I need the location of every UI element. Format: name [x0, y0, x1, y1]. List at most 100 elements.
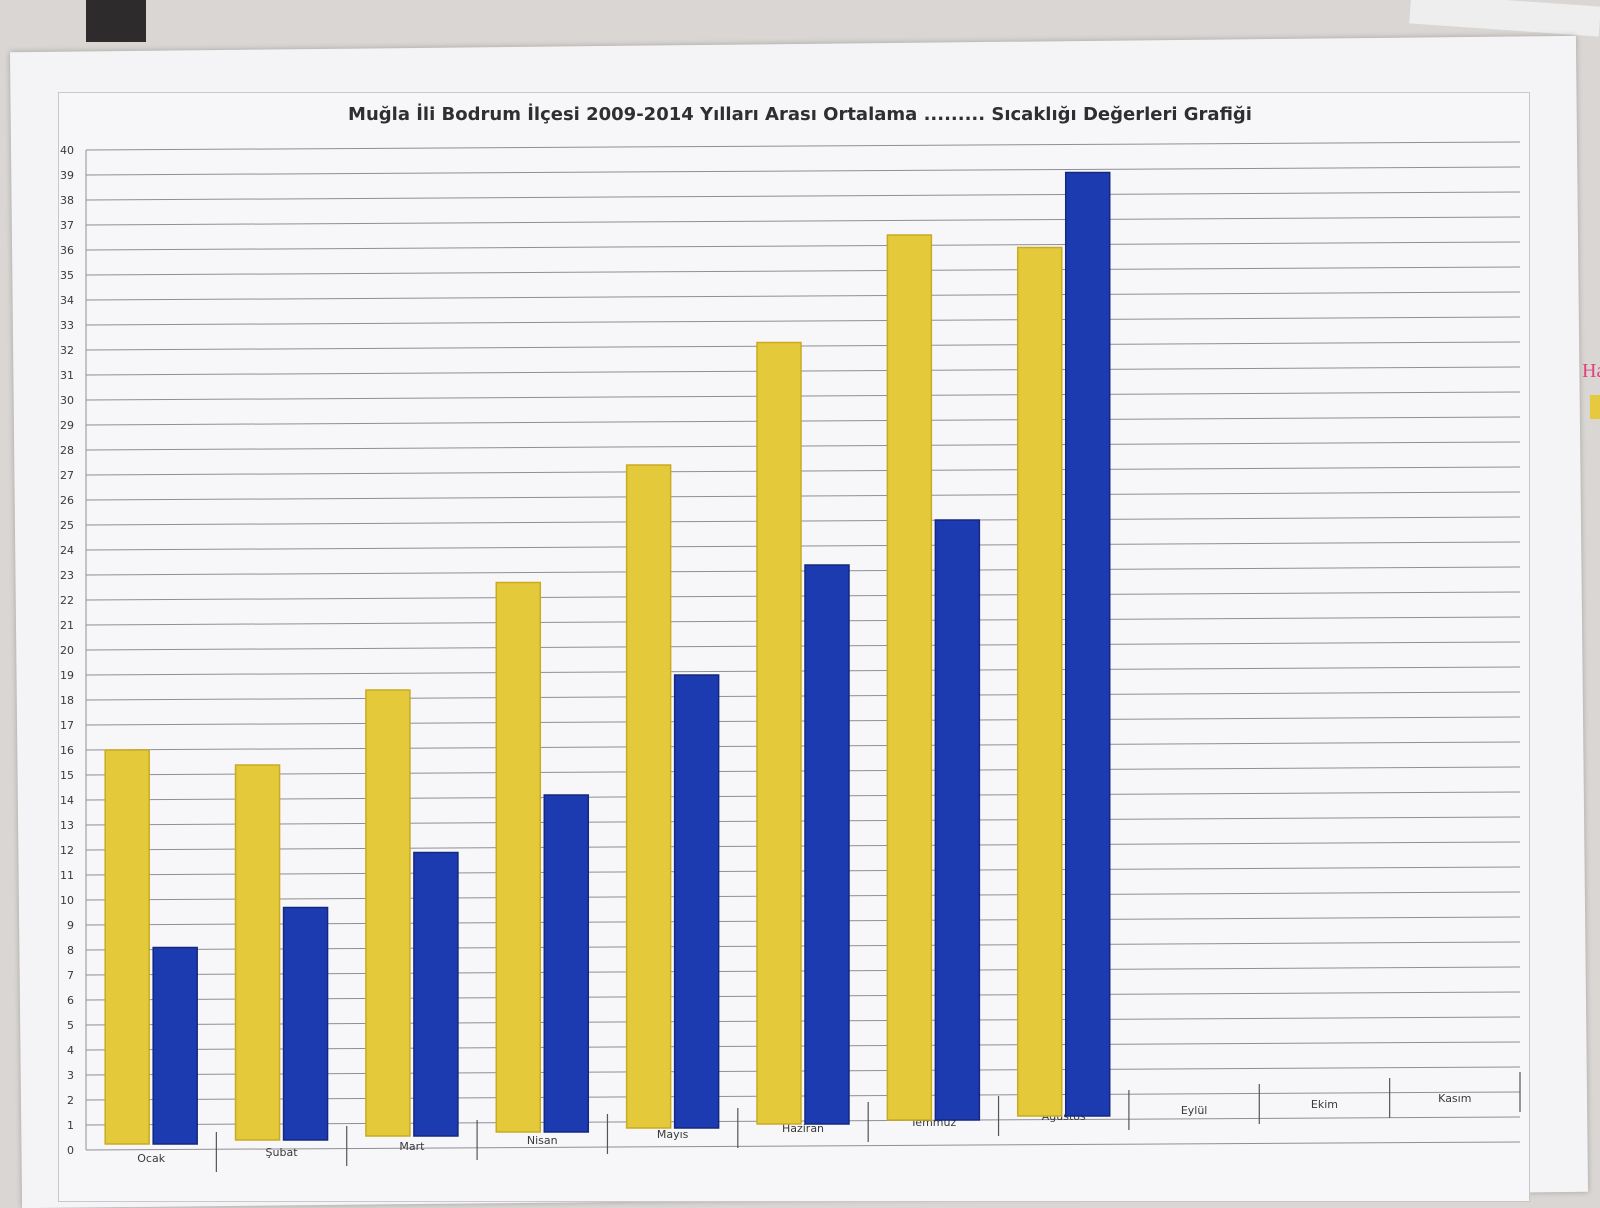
y-tick-label: 8: [67, 944, 74, 957]
y-tick-label: 18: [60, 694, 74, 707]
y-tick-label: 23: [60, 569, 74, 582]
y-tick-label: 37: [60, 219, 74, 232]
y-tick-label: 6: [67, 994, 74, 1007]
y-tick-label: 17: [60, 719, 74, 732]
y-tick-label: 10: [60, 894, 74, 907]
gridline: [85, 391, 1521, 401]
y-tick-label: 24: [60, 544, 74, 557]
x-tick-label: Mart: [399, 1140, 425, 1153]
bar: [413, 851, 459, 1137]
y-tick-label: 38: [60, 194, 74, 207]
x-tick-label: Nisan: [527, 1134, 558, 1147]
bar: [495, 581, 542, 1133]
y-tick-label: 1: [67, 1119, 74, 1132]
gridline: [85, 891, 1521, 901]
gridline: [85, 841, 1521, 851]
y-tick-label: 3: [67, 1069, 74, 1082]
gridline: [85, 691, 1521, 701]
y-tick-label: 0: [67, 1144, 74, 1157]
bar: [543, 794, 590, 1133]
y-tick-label: 20: [60, 644, 74, 657]
bar: [365, 689, 411, 1137]
x-tick-label: Haziran: [782, 1122, 824, 1135]
y-tick-label: 25: [60, 519, 74, 532]
gridline: [85, 541, 1521, 551]
gridline: [85, 241, 1521, 251]
y-tick-label: 27: [60, 469, 74, 482]
gridline: [85, 641, 1521, 651]
gridline: [85, 466, 1521, 476]
gridline: [85, 291, 1521, 301]
bar: [234, 764, 281, 1141]
y-tick-label: 28: [60, 444, 74, 457]
x-tick-label: Eylül: [1181, 1104, 1208, 1117]
bar: [104, 749, 150, 1145]
gridline: [85, 416, 1521, 426]
bar: [625, 464, 672, 1129]
bar: [886, 234, 933, 1121]
bar: [756, 341, 802, 1125]
gridline: [85, 866, 1521, 876]
gridline: [85, 566, 1521, 576]
gridline: [85, 716, 1521, 726]
y-tick-label: 11: [60, 869, 74, 882]
gridline: [85, 441, 1521, 451]
bar: [1016, 246, 1063, 1117]
y-tick-label: 33: [60, 319, 74, 332]
bar: [934, 519, 981, 1121]
y-tick-label: 22: [60, 594, 74, 607]
bar: [152, 946, 198, 1145]
y-tick-label: 2: [67, 1094, 74, 1107]
gridline: [85, 591, 1521, 601]
y-tick-label: 32: [60, 344, 74, 357]
gridline: [85, 766, 1521, 776]
gridline: [85, 341, 1521, 351]
x-tick-label: Kasım: [1438, 1092, 1471, 1105]
x-tick-label: Şubat: [266, 1146, 299, 1159]
x-tick-label: Ekim: [1311, 1098, 1338, 1111]
y-tick-label: 30: [60, 394, 74, 407]
y-tick-label: 29: [60, 419, 74, 432]
y-tick-label: 21: [60, 619, 74, 632]
table-corner: [86, 0, 146, 42]
gridline: [85, 666, 1521, 676]
y-tick-label: 12: [60, 844, 74, 857]
gridline: [85, 141, 1521, 151]
margin-note: Ha: [1582, 360, 1600, 382]
y-tick-label: 7: [67, 969, 74, 982]
gridline: [85, 316, 1521, 326]
gridline: [85, 791, 1521, 801]
gridline: [85, 616, 1521, 626]
y-tick-label: 5: [67, 1019, 74, 1032]
gridline: [85, 366, 1521, 376]
y-tick-label: 15: [60, 769, 74, 782]
y-tick-label: 14: [60, 794, 74, 807]
gridline: [85, 491, 1521, 501]
y-tick-label: 36: [60, 244, 74, 257]
margin-note-tab: [1590, 395, 1600, 419]
gridline: [85, 516, 1521, 526]
bar: [1064, 171, 1111, 1117]
gridline: [85, 166, 1521, 176]
bar: [282, 906, 329, 1141]
y-tick-label: 34: [60, 294, 74, 307]
y-tick-label: 39: [60, 169, 74, 182]
x-tick-label: Ocak: [137, 1152, 165, 1165]
y-tick-label: 35: [60, 269, 74, 282]
y-tick-label: 40: [60, 144, 74, 157]
y-tick-label: 26: [60, 494, 74, 507]
chart-title: Muğla İli Bodrum İlçesi 2009-2014 Yıllar…: [348, 103, 1252, 125]
gridline: [85, 741, 1521, 751]
y-tick-label: 16: [60, 744, 74, 757]
gridline: [85, 191, 1521, 201]
y-tick-label: 4: [67, 1044, 74, 1057]
y-tick-label: 31: [60, 369, 74, 382]
y-tick-label: 13: [60, 819, 74, 832]
x-tick-label: Mayıs: [657, 1128, 689, 1141]
y-tick-label: 19: [60, 669, 74, 682]
bar: [673, 674, 720, 1129]
gridline: [85, 816, 1521, 826]
gridline: [85, 266, 1521, 276]
